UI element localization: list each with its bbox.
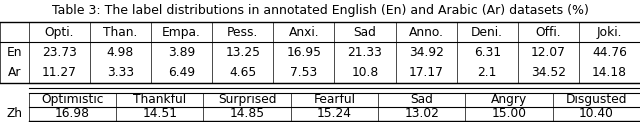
Text: 34.92: 34.92 bbox=[409, 46, 444, 59]
Text: 13.02: 13.02 bbox=[404, 107, 439, 120]
Text: 15.00: 15.00 bbox=[492, 107, 527, 120]
Text: Offi.: Offi. bbox=[536, 26, 561, 39]
Text: 10.8: 10.8 bbox=[351, 66, 379, 79]
Text: Thankful: Thankful bbox=[133, 93, 186, 106]
Text: 34.52: 34.52 bbox=[531, 66, 566, 79]
Text: Anxi.: Anxi. bbox=[289, 26, 319, 39]
Text: Sad: Sad bbox=[353, 26, 376, 39]
Text: 3.33: 3.33 bbox=[107, 66, 134, 79]
Text: Surprised: Surprised bbox=[218, 93, 276, 106]
Text: 12.07: 12.07 bbox=[531, 46, 566, 59]
Text: Pess.: Pess. bbox=[227, 26, 259, 39]
Text: Than.: Than. bbox=[103, 26, 138, 39]
Text: En: En bbox=[6, 46, 22, 59]
Text: 21.33: 21.33 bbox=[348, 46, 382, 59]
Text: Empa.: Empa. bbox=[162, 26, 201, 39]
Text: Sad: Sad bbox=[410, 93, 433, 106]
Text: 2.1: 2.1 bbox=[477, 66, 497, 79]
Text: 6.31: 6.31 bbox=[474, 46, 500, 59]
Text: Table 3: The label distributions in annotated English (En) and Arabic (Ar) datas: Table 3: The label distributions in anno… bbox=[52, 4, 588, 17]
Text: 14.18: 14.18 bbox=[592, 66, 627, 79]
Text: Ar: Ar bbox=[8, 66, 21, 79]
Text: Deni.: Deni. bbox=[471, 26, 503, 39]
Text: 17.17: 17.17 bbox=[409, 66, 444, 79]
Text: Disgusted: Disgusted bbox=[566, 93, 627, 106]
Text: Optimistic: Optimistic bbox=[41, 93, 104, 106]
Text: 16.98: 16.98 bbox=[55, 107, 90, 120]
Text: 44.76: 44.76 bbox=[592, 46, 627, 59]
Text: Angry: Angry bbox=[491, 93, 527, 106]
Text: 11.27: 11.27 bbox=[42, 66, 77, 79]
Text: 13.25: 13.25 bbox=[225, 46, 260, 59]
Text: 23.73: 23.73 bbox=[42, 46, 77, 59]
Text: 7.53: 7.53 bbox=[290, 66, 317, 79]
Text: Fearful: Fearful bbox=[314, 93, 355, 106]
Text: 16.95: 16.95 bbox=[286, 46, 321, 59]
Text: 4.65: 4.65 bbox=[229, 66, 257, 79]
Text: Zh: Zh bbox=[6, 107, 22, 120]
Text: Opti.: Opti. bbox=[45, 26, 74, 39]
Text: Joki.: Joki. bbox=[596, 26, 622, 39]
Text: 10.40: 10.40 bbox=[579, 107, 614, 120]
Text: 3.89: 3.89 bbox=[168, 46, 195, 59]
Text: 4.98: 4.98 bbox=[107, 46, 134, 59]
Text: 15.24: 15.24 bbox=[317, 107, 352, 120]
Text: 6.49: 6.49 bbox=[168, 66, 195, 79]
Text: Anno.: Anno. bbox=[408, 26, 444, 39]
Text: 14.85: 14.85 bbox=[230, 107, 265, 120]
Text: 14.51: 14.51 bbox=[142, 107, 177, 120]
